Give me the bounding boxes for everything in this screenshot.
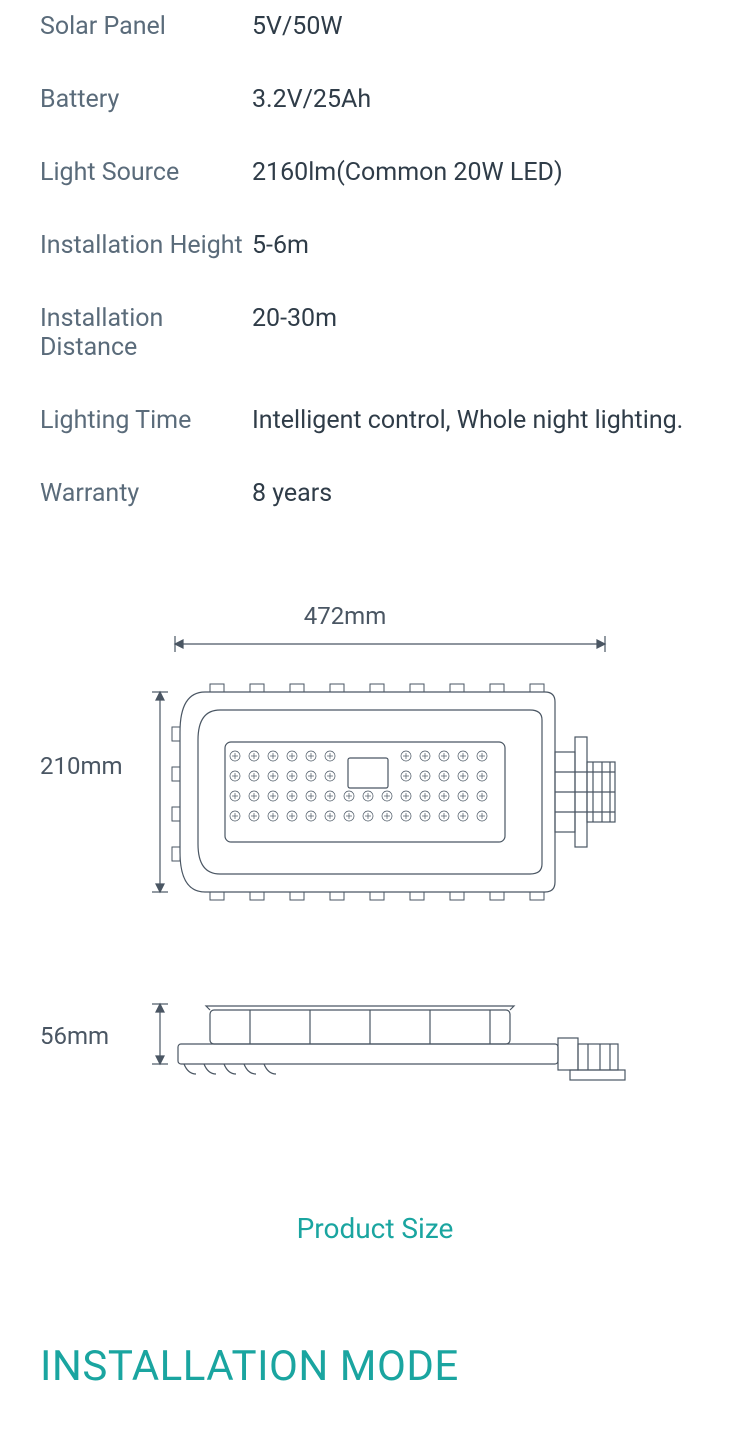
spec-row: Installation Distance 20-30m	[40, 304, 710, 362]
dimension-height-label: 210mm	[40, 752, 123, 780]
spec-row: Installation Height 5-6m	[40, 231, 710, 260]
spec-row: Battery 3.2V/25Ah	[40, 85, 710, 114]
spec-value: 5-6m	[252, 231, 309, 260]
spec-row: Light Source 2160lm(Common 20W LED)	[40, 158, 710, 187]
spec-value: 2160lm(Common 20W LED)	[252, 158, 563, 187]
spec-value: 20-30m	[252, 304, 337, 333]
top-view-diagram: 472mm 210mm	[40, 602, 710, 922]
spec-label: Installation Distance	[40, 304, 252, 362]
spec-label: Warranty	[40, 479, 252, 508]
spec-label: Installation Height	[40, 231, 252, 260]
diagram-section: 472mm 210mm	[0, 552, 750, 1245]
spec-value: Intelligent control, Whole night lightin…	[252, 406, 683, 435]
spec-label: Light Source	[40, 158, 252, 187]
spec-value: 5V/50W	[252, 12, 343, 41]
dimension-width-label: 472mm	[40, 602, 650, 630]
installation-mode-heading: INSTALLATION MODE	[40, 1342, 459, 1391]
spec-row: Warranty 8 years	[40, 479, 710, 508]
spec-value: 3.2V/25Ah	[252, 85, 371, 114]
product-size-caption: Product Size	[40, 1212, 710, 1245]
spec-table: Solar Panel 5V/50W Battery 3.2V/25Ah Lig…	[0, 0, 750, 508]
product-side-view-icon	[150, 982, 650, 1092]
product-top-view-icon	[150, 632, 650, 922]
spec-label: Battery	[40, 85, 252, 114]
spec-value: 8 years	[252, 479, 332, 508]
spec-label: Solar Panel	[40, 12, 252, 41]
dimension-depth-label: 56mm	[40, 1022, 109, 1050]
side-view-diagram: 56mm	[40, 982, 710, 1132]
spec-row: Solar Panel 5V/50W	[40, 12, 710, 41]
spec-row: Lighting Time Intelligent control, Whole…	[40, 406, 710, 435]
spec-label: Lighting Time	[40, 406, 252, 435]
